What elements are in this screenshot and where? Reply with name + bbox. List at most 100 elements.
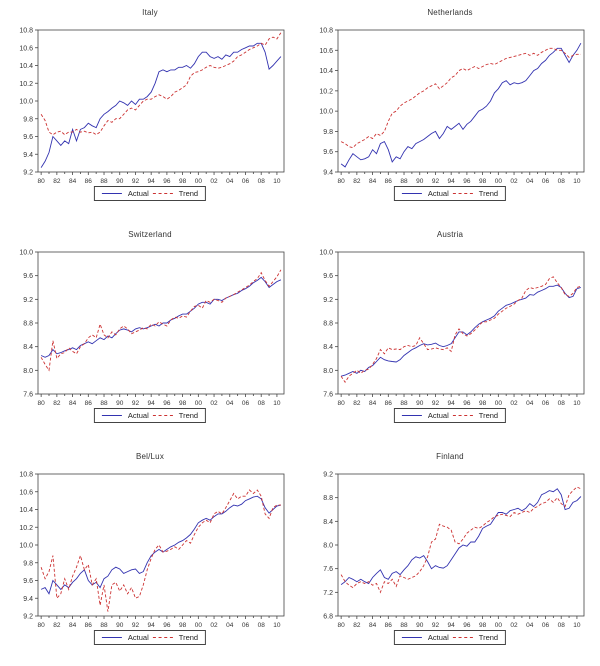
legend-finland: Actual Trend	[393, 630, 507, 645]
svg-text:9.4: 9.4	[23, 596, 33, 603]
legend-label-trend: Trend	[478, 411, 499, 420]
svg-text:96: 96	[463, 622, 471, 629]
svg-text:08: 08	[258, 400, 266, 407]
svg-text:00: 00	[195, 622, 203, 629]
svg-text:88: 88	[100, 400, 108, 407]
svg-text:96: 96	[163, 400, 171, 407]
actual-line	[40, 495, 281, 595]
actual-line-sample	[401, 193, 422, 194]
svg-text:08: 08	[558, 178, 566, 185]
svg-text:94: 94	[448, 178, 456, 185]
svg-text:10.0: 10.0	[319, 109, 333, 116]
chart-cell-italy: Italy 9.2 9.4 9.6 9.8 10.0 10.2 10.4 10.6 10.8 80…	[0, 0, 300, 222]
trend-line-sample	[152, 637, 173, 638]
line-plot-netherlands: 9.4 9.6 9.8 10.0 10.2 10.4 10.6 10.8 80 82 84 86 88 9…	[319, 28, 585, 185]
svg-text:92: 92	[432, 178, 440, 185]
trend-line	[340, 486, 582, 594]
svg-text:90: 90	[416, 622, 424, 629]
chart-cell-austria: Austria 7.6 8.0 8.4 8.8 9.2 9.6 10.0 80 82 84 86 88…	[300, 222, 600, 444]
svg-text:10.0: 10.0	[19, 99, 33, 106]
svg-text:10: 10	[573, 622, 581, 629]
svg-text:88: 88	[400, 178, 408, 185]
svg-text:10.4: 10.4	[19, 507, 33, 514]
line-plot-italy: 9.2 9.4 9.6 9.8 10.0 10.2 10.4 10.6 10.8 80 82 84 86…	[19, 28, 285, 185]
svg-text:04: 04	[226, 400, 234, 407]
svg-text:8.8: 8.8	[323, 321, 333, 328]
trend-line-sample	[452, 415, 473, 416]
chart-title-switzerland: Switzerland	[128, 230, 172, 239]
svg-text:92: 92	[432, 622, 440, 629]
chart-cell-finland: Finland 6.8 7.2 7.6 8.0 8.4 8.8 9.2 80 82 84 86 88 9…	[300, 444, 600, 666]
legend-label-actual: Actual	[127, 633, 149, 642]
svg-text:10: 10	[273, 400, 281, 407]
legend-switzerland: Actual Trend	[93, 408, 207, 423]
legend-label-trend: Trend	[178, 411, 199, 420]
svg-text:86: 86	[385, 400, 393, 407]
svg-text:04: 04	[526, 178, 534, 185]
actual-line-sample	[401, 637, 422, 638]
legend-bel-lux: Actual Trend	[93, 630, 207, 645]
legend-label-actual: Actual	[127, 411, 149, 420]
svg-text:86: 86	[385, 622, 393, 629]
trend-line-sample	[152, 415, 173, 416]
svg-text:9.2: 9.2	[23, 170, 33, 177]
svg-text:86: 86	[85, 178, 93, 185]
trend-line-sample	[452, 637, 473, 638]
svg-text:88: 88	[100, 178, 108, 185]
svg-text:88: 88	[100, 622, 108, 629]
svg-text:9.2: 9.2	[23, 297, 33, 304]
svg-text:9.8: 9.8	[323, 129, 333, 136]
legend-label-trend: Trend	[178, 633, 199, 642]
legend-label-trend: Trend	[478, 633, 499, 642]
line-plot-bel-lux: 9.2 9.4 9.6 9.8 10.0 10.2 10.4 10.6 10.8 80 82 84 86…	[19, 472, 285, 629]
svg-text:10: 10	[573, 178, 581, 185]
svg-text:10.2: 10.2	[19, 525, 33, 532]
svg-text:06: 06	[242, 178, 250, 185]
svg-text:94: 94	[448, 400, 456, 407]
chart-title-austria: Austria	[436, 230, 464, 239]
chart-title-netherlands: Netherlands	[427, 8, 473, 17]
svg-text:04: 04	[226, 178, 234, 185]
svg-text:10.4: 10.4	[319, 68, 333, 75]
svg-text:8.0: 8.0	[23, 368, 33, 375]
trend-line-sample	[452, 193, 473, 194]
svg-text:80: 80	[38, 400, 46, 407]
svg-text:9.4: 9.4	[323, 170, 333, 177]
svg-text:9.6: 9.6	[323, 273, 333, 280]
legend-label-actual: Actual	[127, 189, 149, 198]
legend-italy: Actual Trend	[93, 186, 207, 201]
svg-text:9.2: 9.2	[323, 472, 333, 479]
svg-text:00: 00	[495, 622, 503, 629]
svg-text:8.4: 8.4	[323, 519, 333, 526]
svg-text:80: 80	[38, 178, 46, 185]
actual-line-sample	[101, 415, 122, 416]
svg-text:90: 90	[116, 622, 124, 629]
svg-text:06: 06	[242, 400, 250, 407]
svg-text:9.2: 9.2	[23, 614, 33, 621]
svg-text:8.4: 8.4	[323, 344, 333, 351]
svg-text:9.6: 9.6	[23, 273, 33, 280]
svg-text:04: 04	[226, 622, 234, 629]
svg-text:06: 06	[542, 178, 550, 185]
actual-line	[340, 488, 582, 585]
svg-text:98: 98	[479, 178, 487, 185]
svg-text:86: 86	[85, 622, 93, 629]
line-plot-switzerland: 7.6 8.0 8.4 8.8 9.2 9.6 10.0 80 82 84 86 88 90 92 94 96…	[19, 250, 285, 407]
svg-text:08: 08	[258, 178, 266, 185]
svg-text:98: 98	[179, 622, 187, 629]
svg-text:84: 84	[369, 178, 377, 185]
chart-title-bel-lux: Bel/Lux	[135, 452, 165, 461]
svg-text:92: 92	[132, 622, 140, 629]
svg-text:10.4: 10.4	[19, 63, 33, 70]
svg-text:10: 10	[573, 400, 581, 407]
svg-text:00: 00	[495, 178, 503, 185]
trend-line	[340, 276, 582, 384]
chart-title-italy: Italy	[142, 8, 158, 17]
svg-text:92: 92	[432, 400, 440, 407]
svg-text:88: 88	[400, 400, 408, 407]
svg-text:90: 90	[116, 400, 124, 407]
svg-text:92: 92	[132, 400, 140, 407]
svg-text:7.6: 7.6	[323, 392, 333, 399]
svg-text:02: 02	[510, 622, 518, 629]
legend-austria: Actual Trend	[393, 408, 507, 423]
